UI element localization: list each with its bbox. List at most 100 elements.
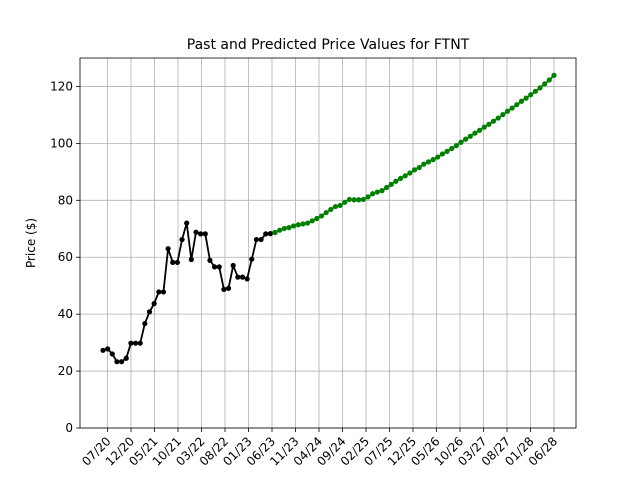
predicted-series-point bbox=[472, 130, 478, 136]
predicted-series-point bbox=[532, 88, 539, 94]
predicted-series-point bbox=[272, 229, 278, 236]
past-series-point bbox=[174, 259, 180, 265]
past-series-point bbox=[170, 259, 176, 265]
y-axis: 0 20 40 60 80 100 120 bbox=[50, 79, 80, 435]
past-series-point bbox=[188, 256, 194, 263]
predicted-series-point bbox=[314, 215, 320, 222]
past-series-point bbox=[216, 264, 222, 270]
past-series-point bbox=[105, 346, 111, 352]
predicted-series-point bbox=[393, 178, 399, 184]
past-series-point bbox=[249, 256, 255, 262]
predicted-series-point bbox=[374, 189, 380, 195]
past-series-point bbox=[225, 285, 232, 291]
y-tick-label: 120 bbox=[50, 79, 73, 93]
predicted-series-point bbox=[309, 218, 315, 224]
predicted-series-point bbox=[546, 77, 552, 83]
predicted-series-line bbox=[274, 74, 555, 234]
predicted-series-point bbox=[346, 196, 353, 203]
predicted-series-point bbox=[435, 154, 441, 160]
past-series-point bbox=[267, 231, 273, 237]
past-series-point bbox=[132, 340, 139, 346]
predicted-series-point bbox=[518, 98, 525, 104]
predicted-series-point bbox=[458, 139, 464, 145]
predicted-series-point bbox=[486, 121, 492, 127]
predicted-series-point bbox=[304, 220, 311, 226]
predicted-series-point bbox=[328, 206, 334, 213]
predicted-series-point bbox=[500, 112, 506, 118]
predicted-series-point bbox=[467, 133, 473, 139]
past-series-point bbox=[119, 359, 125, 365]
predicted-series-point bbox=[332, 203, 339, 210]
predicted-series-point bbox=[430, 157, 436, 163]
predicted-series-point bbox=[504, 108, 511, 114]
predicted-series-point bbox=[337, 202, 343, 209]
predicted-series-point bbox=[351, 197, 357, 203]
grid bbox=[80, 58, 576, 429]
predicted-series-point bbox=[421, 161, 427, 167]
predicted-series-point bbox=[425, 159, 432, 165]
predicted-series-point bbox=[300, 221, 306, 227]
past-series-point bbox=[258, 236, 264, 243]
past-series-point bbox=[128, 340, 134, 346]
predicted-series-point bbox=[449, 145, 455, 152]
past-series-point bbox=[123, 355, 129, 361]
past-series-point bbox=[193, 229, 199, 235]
predicted-series-point bbox=[490, 118, 497, 124]
past-series-point bbox=[184, 220, 190, 226]
predicted-series-point bbox=[444, 148, 450, 154]
predicted-series-point bbox=[509, 105, 515, 111]
predicted-series-point bbox=[463, 136, 469, 142]
y-tick-label: 40 bbox=[58, 307, 73, 321]
y-tick-label: 80 bbox=[58, 193, 73, 207]
predicted-series-point bbox=[453, 143, 459, 149]
past-series-point bbox=[230, 262, 236, 269]
predicted-series-point bbox=[514, 102, 520, 108]
predicted-series-point bbox=[356, 197, 362, 203]
predicted-series-point bbox=[388, 181, 394, 187]
past-series-point bbox=[114, 359, 120, 365]
y-tick-label: 100 bbox=[50, 136, 73, 150]
predicted-series-point bbox=[281, 225, 287, 232]
predicted-series-point bbox=[291, 223, 297, 229]
predicted-series-point bbox=[407, 170, 413, 176]
chart-title: Past and Predicted Price Values for FTNT bbox=[187, 37, 470, 53]
past-series-point bbox=[202, 231, 208, 237]
predicted-series-point bbox=[551, 72, 557, 78]
past-series-point bbox=[207, 257, 213, 263]
predicted-series-point bbox=[384, 184, 390, 191]
predicted-series-point bbox=[365, 194, 371, 200]
predicted-series-point bbox=[397, 175, 404, 181]
past-series-point bbox=[235, 274, 241, 280]
y-axis-label: Price ($) bbox=[24, 218, 38, 268]
past-series-point bbox=[179, 236, 185, 243]
past-series-point bbox=[221, 286, 227, 292]
predicted-series-point bbox=[277, 227, 283, 233]
past-series-point bbox=[263, 231, 269, 237]
predicted-series-point bbox=[537, 85, 543, 91]
past-series-point bbox=[160, 289, 167, 295]
predicted-series-point bbox=[477, 127, 483, 133]
y-tick-label: 20 bbox=[58, 364, 73, 378]
past-series-point bbox=[198, 231, 204, 237]
predicted-series-point bbox=[370, 191, 376, 197]
past-series-point bbox=[239, 274, 246, 280]
predicted-series-point bbox=[295, 222, 301, 228]
past-series-point bbox=[137, 340, 143, 346]
past-series-point bbox=[146, 309, 153, 315]
predicted-series-point bbox=[323, 209, 329, 216]
predicted-series-point bbox=[360, 196, 366, 203]
predicted-series-point bbox=[523, 95, 529, 101]
series-layer bbox=[100, 72, 557, 365]
past-series-line bbox=[102, 222, 276, 363]
predicted-series-point bbox=[411, 167, 418, 173]
x-axis: 07/2012/2005/2110/2103/2208/2201/2306/23… bbox=[79, 428, 560, 469]
predicted-series-point bbox=[402, 173, 408, 179]
predicted-series-point bbox=[528, 92, 534, 98]
predicted-series-point bbox=[286, 225, 292, 231]
y-tick-label: 0 bbox=[65, 421, 73, 435]
predicted-series-point bbox=[495, 115, 501, 121]
plot-frame bbox=[79, 57, 577, 429]
past-series-point bbox=[211, 264, 218, 270]
past-series-point bbox=[142, 320, 148, 327]
